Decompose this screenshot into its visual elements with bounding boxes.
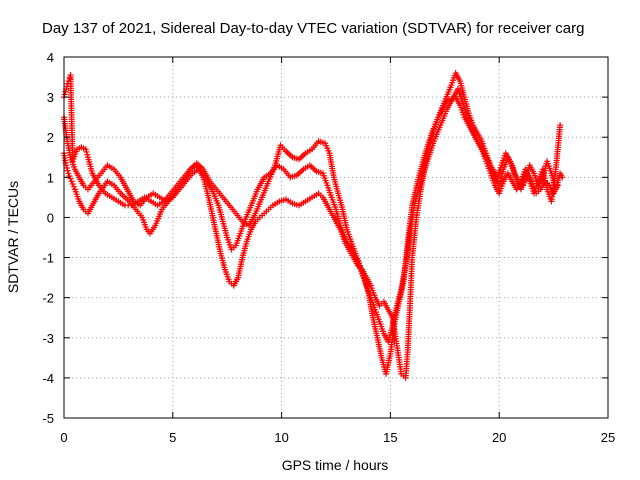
y-tick-label: -4 [42,371,54,386]
series-trace-c [61,72,564,381]
y-tick-label: -5 [42,411,54,426]
y-axis-label: SDTVAR / TECUs [5,181,21,293]
data-point [65,170,72,177]
data-point [70,183,77,190]
ticks-layer [63,56,609,419]
data-point [66,75,73,82]
y-tick-label: -3 [42,331,54,346]
data-point [63,164,70,171]
y-tick-label: 4 [47,50,54,65]
x-tick-label: 0 [60,430,67,445]
y-tick-labels: -5 -4 -3 -2 -1 0 1 2 3 4 [42,50,54,426]
x-tick-label: 10 [274,430,288,445]
data-point [82,146,89,153]
series-trace-a [61,70,566,377]
data-point [66,172,73,179]
data-point [67,175,74,182]
y-tick-label: 1 [47,170,54,185]
series-trace-b [61,86,561,345]
x-tick-label: 5 [169,430,176,445]
x-axis-label: GPS time / hours [282,457,389,473]
x-tick-labels: 0 5 10 15 20 25 [60,430,615,445]
data-point [62,88,69,95]
data-point [69,181,76,188]
x-tick-label: 15 [383,430,397,445]
data-point [64,167,71,174]
data-point [61,91,68,98]
x-tick-label: 25 [601,430,615,445]
data-point [83,148,90,155]
x-tick-label: 20 [492,430,506,445]
y-tick-label: -2 [42,291,54,306]
data-point [559,174,566,181]
grid-layer [64,57,608,418]
y-tick-label: 0 [47,210,54,225]
chart-title: Day 137 of 2021, Sidereal Day-to-day VTE… [42,20,584,37]
data-point [68,178,75,185]
data-points-layer [61,70,566,381]
y-tick-label: 3 [47,90,54,105]
y-tick-label: -1 [42,251,54,266]
data-point [84,151,91,158]
plot-frame [63,56,609,419]
data-point [557,122,564,129]
y-tick-label: 2 [47,130,54,145]
